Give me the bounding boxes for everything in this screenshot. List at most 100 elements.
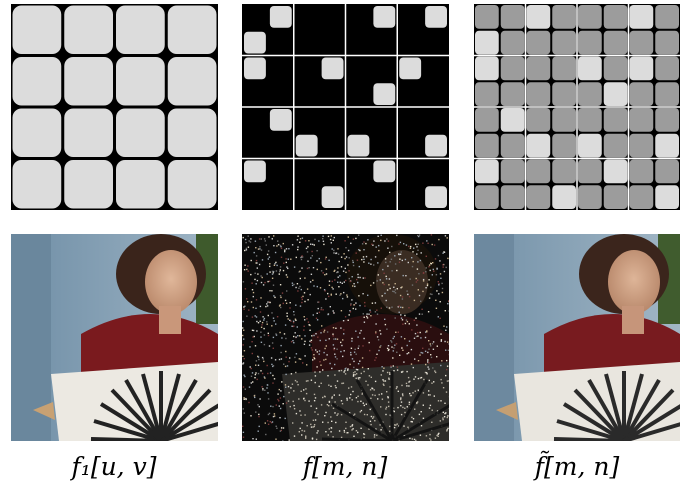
noise-dot (284, 250, 286, 253)
noise-dot (393, 286, 395, 288)
noise-dot (355, 373, 358, 375)
noise-dot (243, 397, 245, 399)
noise-dot (251, 289, 254, 291)
noise-dot (431, 343, 434, 345)
noise-dot (380, 345, 382, 347)
noise-dot (272, 272, 274, 274)
noise-dot (344, 267, 346, 270)
noise-dot (383, 272, 385, 274)
noise-dot (245, 397, 247, 400)
noise-dot (307, 299, 309, 301)
grid-cell (500, 30, 525, 55)
noise-dot (380, 429, 382, 431)
noise-dot (311, 243, 314, 246)
noise-dot (264, 240, 266, 242)
noise-dot (254, 315, 256, 317)
noise-dot (258, 405, 260, 408)
noise-dot (386, 371, 389, 374)
noise-dot (300, 390, 302, 392)
noise-dot (374, 420, 376, 422)
noise-dot (348, 412, 351, 414)
noise-dot (339, 294, 341, 296)
noise-dot (347, 236, 349, 238)
noise-dot (259, 320, 261, 322)
grid-cell (629, 185, 654, 209)
noise-dot (249, 346, 251, 348)
noise-dot (275, 334, 278, 336)
noise-dot (300, 256, 302, 259)
noise-dot (381, 295, 383, 297)
noise-dot (386, 238, 388, 240)
noise-dot (271, 277, 274, 279)
grid-cell (578, 133, 602, 158)
noise-dot (425, 331, 427, 333)
noise-dot (265, 244, 267, 246)
noise-dot (316, 366, 318, 368)
grid-cell (655, 159, 679, 184)
noise-dot (347, 249, 350, 252)
noise-dot (331, 397, 333, 399)
noise-dot (342, 270, 345, 272)
noise-dot (296, 239, 299, 241)
noise-dot (349, 363, 351, 366)
noise-dot (416, 268, 419, 270)
noise-dot (343, 371, 345, 373)
noise-dot (401, 347, 403, 349)
noise-dot (402, 306, 404, 309)
noise-dot (382, 379, 384, 381)
noise-dot (430, 263, 432, 265)
noise-dot (315, 333, 317, 335)
noise-dot (354, 348, 356, 350)
noise-dot (400, 405, 402, 407)
noise-dot (255, 259, 258, 262)
noise-dot (250, 301, 253, 303)
noise-dot (255, 307, 257, 309)
noise-dot (267, 413, 270, 416)
noise-dot (307, 260, 309, 262)
noise-dot (272, 270, 275, 273)
noise-dot (409, 392, 411, 395)
noise-dot (380, 234, 382, 236)
noise-dot (351, 358, 354, 360)
noise-dot (384, 323, 387, 326)
grid-cell (578, 56, 602, 81)
noise-dot (387, 396, 389, 398)
noise-dot (265, 433, 267, 436)
noise-dot (344, 257, 346, 260)
noise-dot (330, 431, 332, 433)
noise-dot (304, 277, 306, 279)
noise-dot (297, 248, 299, 251)
noise-dot (361, 366, 364, 369)
noise-dot (378, 393, 380, 396)
noise-dot (401, 393, 404, 395)
noise-dot (252, 295, 254, 298)
noise-dot (357, 276, 359, 279)
noise-dot (391, 245, 393, 248)
noise-dot (355, 377, 357, 379)
noise-dot (372, 417, 374, 419)
noise-dot (243, 374, 245, 376)
noise-dot (261, 372, 264, 375)
noise-dot (352, 375, 355, 377)
noise-dot (391, 306, 393, 308)
noise-dot (272, 405, 274, 408)
noise-dot (260, 326, 263, 328)
noise-dot (250, 375, 253, 377)
noise-dot (295, 304, 297, 306)
noise-dot (329, 362, 331, 365)
noise-dot (293, 266, 296, 268)
noise-dot (380, 239, 382, 242)
noise-dot (443, 325, 445, 327)
noise-dot (267, 372, 269, 375)
noise-dot (377, 398, 379, 400)
noise-dot (337, 271, 339, 273)
noise-dot (254, 272, 256, 274)
grid-cell (526, 133, 551, 158)
noise-dot (375, 323, 377, 325)
noise-dot (325, 268, 328, 270)
noise-dot (294, 332, 296, 334)
noise-dot (268, 236, 270, 238)
noise-dot (301, 256, 303, 258)
noise-dot (287, 400, 290, 402)
noise-dot (285, 373, 287, 376)
